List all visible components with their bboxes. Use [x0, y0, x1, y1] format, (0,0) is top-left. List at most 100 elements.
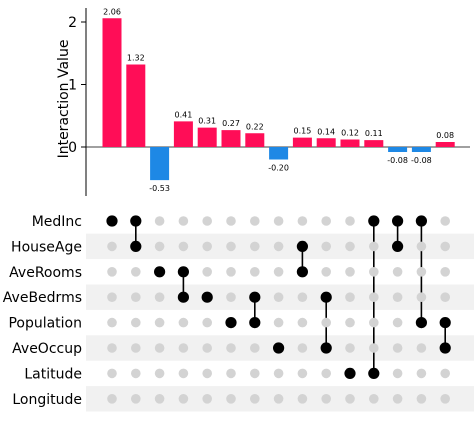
dot-inactive — [202, 216, 212, 226]
dot-inactive — [202, 267, 212, 277]
bar — [316, 138, 336, 147]
dot-inactive — [131, 292, 141, 303]
dot-inactive — [154, 216, 165, 226]
bar — [269, 147, 289, 160]
dot-inactive — [178, 241, 189, 252]
value-label: 0.27 — [222, 119, 240, 128]
dot-active — [296, 240, 308, 252]
dot-inactive — [107, 292, 117, 303]
value-label: 0.15 — [293, 127, 311, 136]
value-label: -0.20 — [268, 164, 289, 173]
dot-inactive — [273, 241, 284, 252]
bar — [388, 147, 408, 152]
dot-inactive — [345, 216, 355, 226]
dot-inactive — [131, 368, 141, 379]
dot-inactive — [178, 343, 189, 353]
dot-inactive — [297, 317, 308, 328]
bar — [435, 142, 455, 147]
dot-inactive — [321, 241, 332, 252]
dot-inactive — [273, 394, 284, 404]
dot-inactive — [154, 292, 165, 303]
membership-matrix — [106, 215, 451, 404]
dot-inactive — [107, 267, 117, 277]
feature-label: MedInc — [32, 214, 82, 230]
value-label: -0.53 — [149, 184, 170, 193]
bar — [364, 140, 384, 147]
feature-label: Population — [8, 316, 82, 332]
dot-inactive — [369, 317, 379, 328]
dot-inactive — [131, 267, 141, 277]
dot-inactive — [273, 292, 284, 303]
dot-active — [415, 215, 427, 227]
dot-inactive — [178, 317, 189, 328]
dot-inactive — [345, 241, 355, 252]
dot-inactive — [202, 317, 212, 328]
bar — [245, 133, 265, 147]
dot-active — [296, 266, 308, 278]
dot-inactive — [107, 241, 117, 252]
value-label: -0.08 — [387, 156, 408, 165]
dot-inactive — [273, 267, 284, 277]
dot-inactive — [345, 317, 355, 328]
feature-label: AveRooms — [9, 265, 82, 281]
bar — [411, 147, 431, 152]
bar — [197, 127, 217, 147]
dot-inactive — [226, 368, 236, 379]
value-label: 0.22 — [246, 122, 264, 131]
dot-inactive — [297, 394, 308, 404]
dot-active — [439, 317, 451, 329]
dot-inactive — [250, 267, 260, 277]
dot-active — [106, 215, 118, 227]
dot-inactive — [416, 343, 427, 353]
dot-inactive — [345, 292, 355, 303]
dot-active — [392, 215, 404, 227]
dot-inactive — [369, 343, 379, 353]
dot-inactive — [273, 317, 284, 328]
dot-inactive — [178, 394, 189, 404]
dot-inactive — [345, 394, 355, 404]
dot-inactive — [107, 317, 117, 328]
dot-inactive — [107, 394, 117, 404]
dot-inactive — [178, 216, 189, 226]
y-tick-label: 2 — [68, 15, 77, 31]
dot-inactive — [154, 368, 165, 379]
dot-inactive — [273, 368, 284, 379]
dot-inactive — [131, 343, 141, 353]
dot-inactive — [202, 343, 212, 353]
dot-active — [177, 266, 189, 278]
dot-inactive — [154, 394, 165, 404]
dot-inactive — [392, 267, 403, 277]
dot-inactive — [321, 394, 332, 404]
value-label: -0.08 — [411, 156, 432, 165]
dot-inactive — [392, 394, 403, 404]
dot-active — [249, 291, 261, 303]
dot-inactive — [131, 394, 141, 404]
dot-inactive — [202, 368, 212, 379]
dot-active — [392, 240, 404, 252]
dot-active — [154, 266, 166, 278]
dot-inactive — [297, 216, 308, 226]
dot-inactive — [107, 343, 117, 353]
dot-inactive — [416, 394, 427, 404]
dot-inactive — [154, 241, 165, 252]
dot-inactive — [416, 267, 427, 277]
value-label: 0.08 — [436, 131, 454, 140]
dot-inactive — [250, 216, 260, 226]
dot-inactive — [440, 292, 451, 303]
dot-active — [415, 317, 427, 329]
dot-inactive — [416, 241, 427, 252]
dot-inactive — [392, 292, 403, 303]
value-label: 0.12 — [341, 129, 359, 138]
feature-label: AveOccup — [12, 341, 82, 357]
dot-inactive — [416, 368, 427, 379]
dot-inactive — [392, 317, 403, 328]
value-label: 0.14 — [317, 127, 335, 136]
dot-inactive — [250, 241, 260, 252]
dot-inactive — [392, 368, 403, 379]
dot-inactive — [250, 368, 260, 379]
dot-active — [177, 291, 189, 303]
dot-inactive — [178, 368, 189, 379]
dot-inactive — [154, 317, 165, 328]
dot-inactive — [107, 368, 117, 379]
value-labels: 2.06 1.32 -0.53 0.41 0.31 0.27 0.22 -0.20 0.15 0.… — [103, 7, 454, 193]
